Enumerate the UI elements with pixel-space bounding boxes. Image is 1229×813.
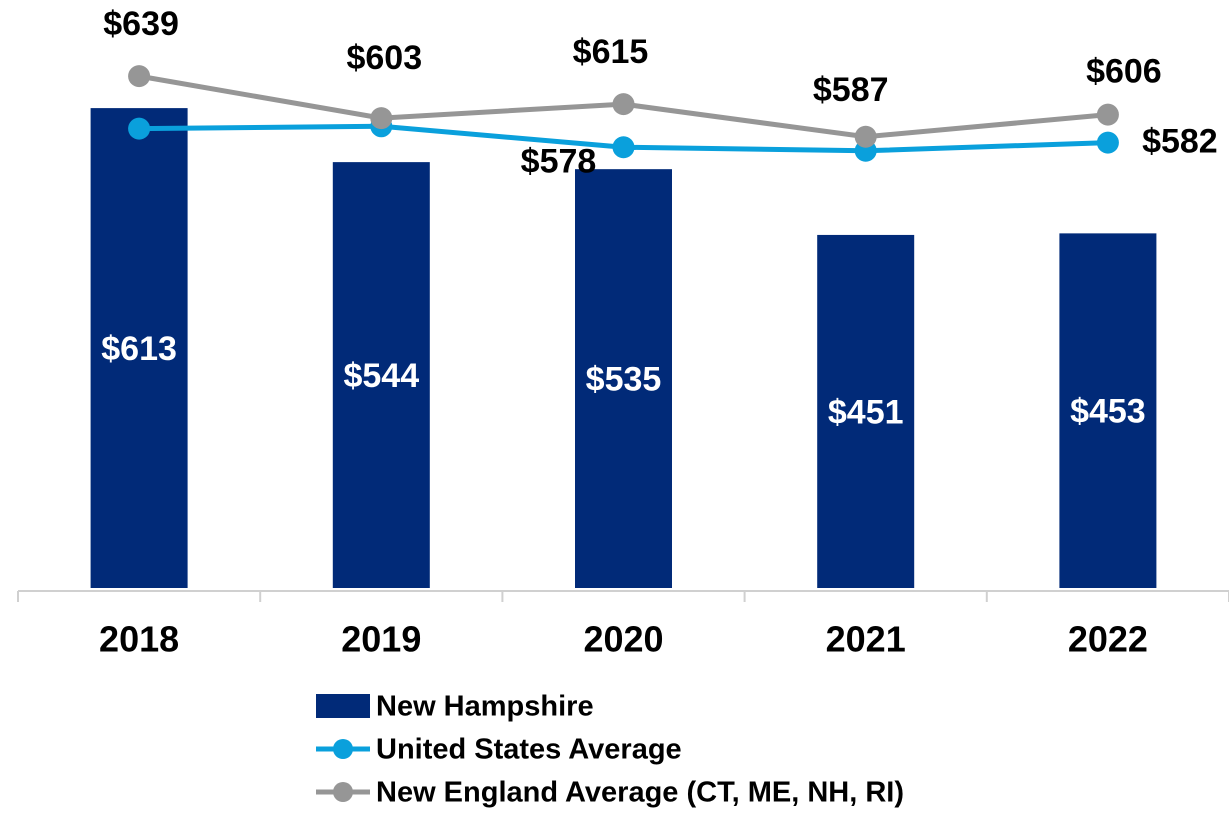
line-marker bbox=[1096, 103, 1119, 126]
line-marker bbox=[854, 125, 877, 148]
legend-swatch bbox=[333, 739, 353, 759]
legend-label: United States Average bbox=[376, 734, 682, 766]
line-marker bbox=[128, 65, 151, 88]
x-tick-label: 2022 bbox=[1068, 619, 1148, 660]
bar bbox=[1059, 233, 1157, 588]
line-marker bbox=[612, 136, 635, 159]
bar-value-label: $451 bbox=[828, 393, 904, 431]
line-marker bbox=[370, 107, 393, 130]
line-marker bbox=[612, 93, 635, 116]
bar bbox=[332, 162, 430, 588]
line-value-label: $603 bbox=[346, 39, 422, 77]
x-tick-label: 2021 bbox=[826, 619, 906, 660]
legend-label: New England Average (CT, ME, NH, RI) bbox=[376, 777, 904, 809]
legend-swatch bbox=[333, 782, 353, 802]
line-value-label: $615 bbox=[573, 33, 649, 71]
bar-value-label: $535 bbox=[586, 361, 662, 399]
bar-value-label: $613 bbox=[101, 330, 177, 368]
line-value-label: $582 bbox=[1142, 123, 1218, 161]
legend-label: New Hampshire bbox=[376, 691, 594, 723]
bar bbox=[90, 108, 188, 588]
line-value-label: $606 bbox=[1086, 53, 1162, 91]
bar-value-label: $544 bbox=[343, 357, 419, 395]
x-tick-label: 2018 bbox=[99, 619, 179, 660]
bar bbox=[817, 234, 915, 588]
line-value-label: $639 bbox=[103, 5, 179, 43]
bar-value-label: $453 bbox=[1070, 393, 1146, 431]
line-value-label: $587 bbox=[813, 71, 889, 109]
line-marker bbox=[128, 117, 151, 140]
x-tick-label: 2019 bbox=[341, 619, 421, 660]
legend-swatch bbox=[316, 694, 370, 718]
bar bbox=[575, 169, 672, 588]
line-marker bbox=[1096, 131, 1119, 154]
x-tick-label: 2020 bbox=[583, 619, 663, 660]
line-value-label: $578 bbox=[521, 142, 597, 180]
